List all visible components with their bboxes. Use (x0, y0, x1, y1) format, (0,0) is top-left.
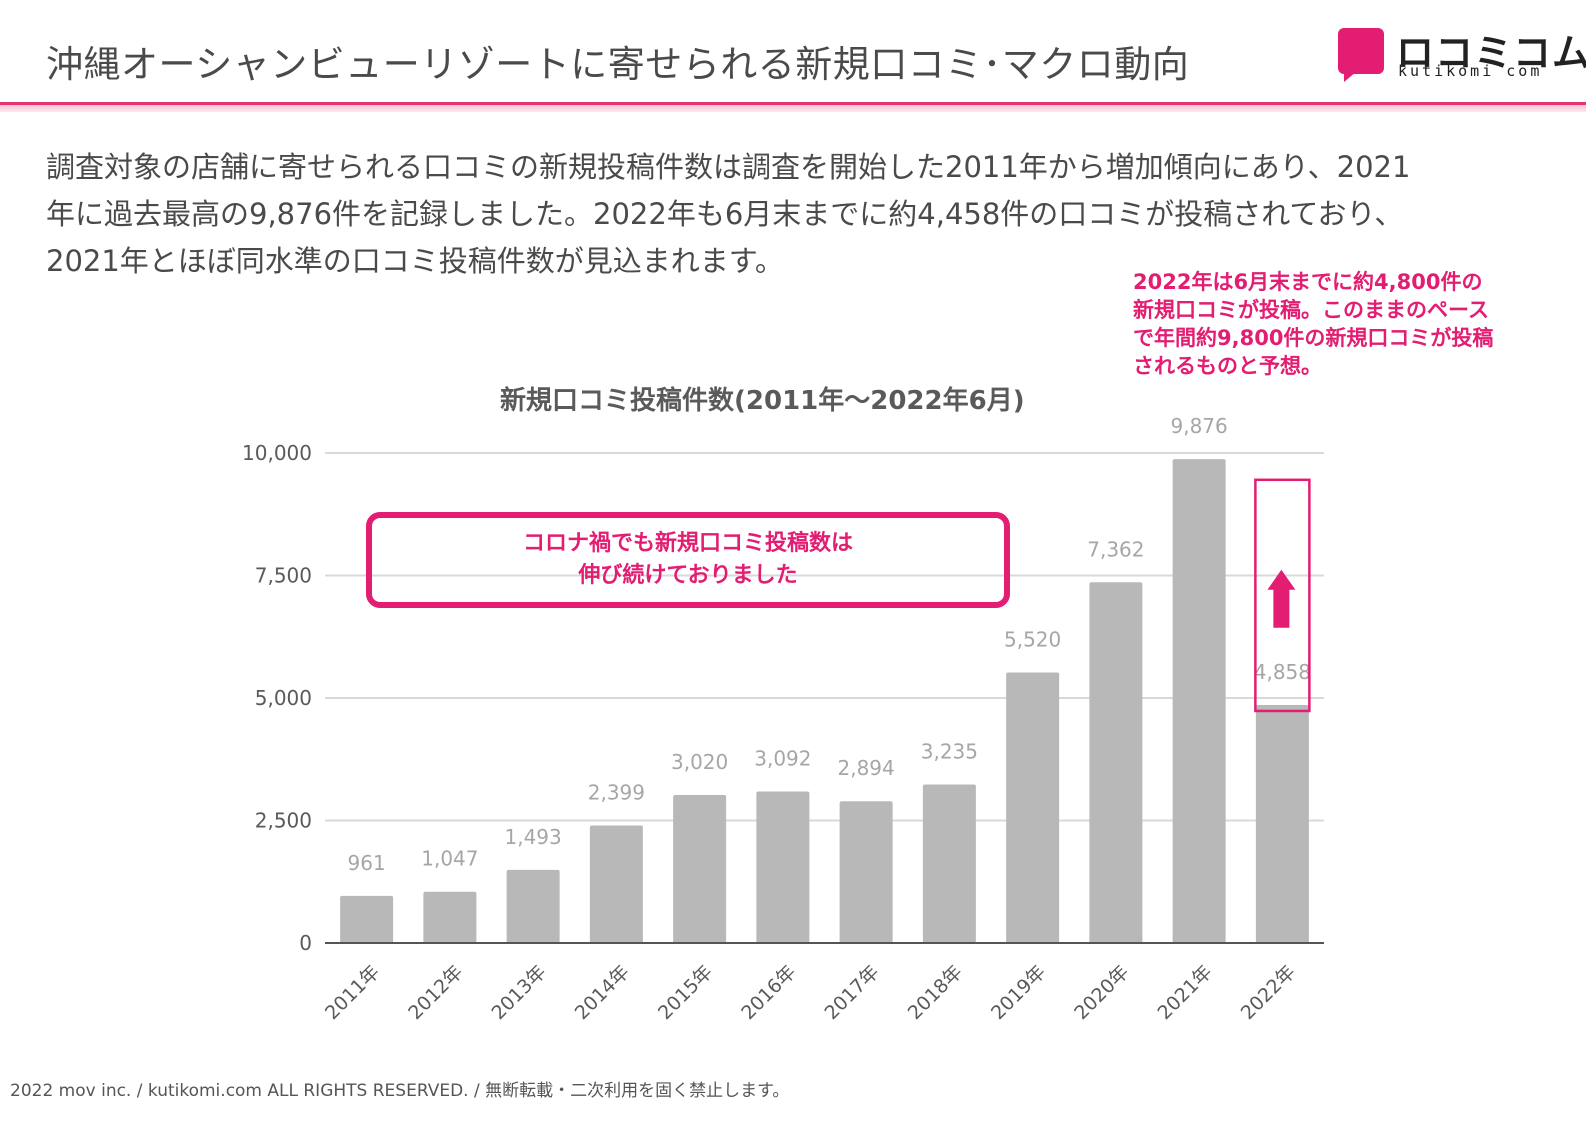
x-tick-label: 2017年 (820, 961, 883, 1024)
value-label: 9,876 (1170, 414, 1227, 438)
bar (423, 891, 477, 943)
x-tick-label: 2019年 (987, 961, 1050, 1024)
description: 調査対象の店舗に寄せられる口コミの新規投稿件数は調査を開始した2011年から増加… (46, 144, 1526, 285)
page-title: 沖縄オーシャンビューリゾートに寄せられる新規口コミ･マクロ動向 (46, 43, 1190, 86)
x-tick-label: 2018年 (904, 961, 967, 1024)
chart-title: 新規口コミ投稿件数(2011年～2022年6月) (500, 386, 1025, 416)
value-label: 3,020 (671, 750, 728, 774)
bar (1172, 459, 1226, 943)
bar (1255, 704, 1309, 943)
value-label: 7,362 (1087, 537, 1144, 561)
value-label: 3,235 (921, 739, 978, 763)
projection-box (1254, 478, 1311, 713)
value-label: 2,894 (837, 756, 894, 780)
projection-note: 2022年は6月末までに約4,800件の 新規口コミが投稿。このままのペース で… (1133, 268, 1553, 380)
bar (756, 791, 810, 943)
y-tick-label: 5,000 (255, 686, 312, 710)
logo-subtext: kutikomi com (1398, 62, 1543, 80)
value-label: 961 (348, 851, 386, 875)
x-tick-label: 2016年 (737, 961, 800, 1024)
up-arrow-icon (1267, 569, 1296, 628)
value-label: 2,399 (588, 780, 645, 804)
description-line: 2021年とほぼ同水準の口コミ投稿件数が見込まれます。 (46, 244, 784, 278)
bar (922, 784, 976, 943)
logo-speech-bubble-icon (1338, 28, 1384, 82)
projection-note-line: で年間約9,800件の新規口コミが投稿 (1133, 326, 1494, 350)
value-label: 1,047 (421, 847, 478, 871)
bar (673, 795, 727, 943)
x-tick-label: 2020年 (1070, 961, 1133, 1024)
value-label: 3,092 (754, 746, 811, 770)
value-label: 4,858 (1254, 660, 1311, 684)
projection-note-line: されるものと予想。 (1133, 354, 1322, 378)
value-label: 5,520 (1004, 628, 1061, 652)
header-divider (0, 102, 1586, 112)
projection-note-line: 2022年は6月末までに約4,800件の (1133, 270, 1483, 294)
x-tick-label: 2021年 (1153, 961, 1216, 1024)
description-line: 調査対象の店舗に寄せられる口コミの新規投稿件数は調査を開始した2011年から増加… (46, 150, 1411, 184)
y-tick-label: 2,500 (255, 809, 312, 833)
value-label: 1,493 (504, 825, 561, 849)
callout-line: 伸び続けておりました (578, 563, 798, 588)
bar (506, 869, 560, 943)
x-tick-label: 2013年 (487, 961, 550, 1024)
kutikomi-logo: ロコミコム kutikomi com (1338, 26, 1586, 86)
x-tick-label: 2014年 (571, 961, 634, 1024)
bar (589, 825, 643, 943)
callout-line: コロナ禍でも新規口コミ投稿数は (522, 531, 853, 556)
bar-chart: 0 2,500 5,000 7,500 10,000 961 2011年 1,047 2012年… (242, 414, 1324, 1024)
callout-box: コロナ禍でも新規口コミ投稿数は 伸び続けておりました (366, 512, 1010, 608)
y-tick-label: 10,000 (242, 441, 312, 465)
bar (1089, 582, 1143, 943)
bar (839, 801, 893, 943)
description-line: 年に過去最高の9,876件を記録しました。2022年も6月末までに約4,458件… (46, 197, 1404, 231)
projection-note-line: 新規口コミが投稿。このままのペース (1133, 298, 1489, 322)
copyright-footer: 2022 mov inc. / kutikomi.com ALL RIGHTS … (10, 1081, 790, 1101)
y-tick-label: 7,500 (255, 564, 312, 588)
y-tick-label: 0 (299, 931, 312, 955)
x-tick-label: 2011年 (321, 961, 384, 1024)
bar (340, 895, 394, 943)
bar (1006, 672, 1060, 943)
logo-wordmark: ロコミコム (1396, 31, 1586, 75)
x-tick-label: 2015年 (654, 961, 717, 1024)
x-tick-label: 2022年 (1237, 961, 1300, 1024)
x-tick-label: 2012年 (404, 961, 467, 1024)
